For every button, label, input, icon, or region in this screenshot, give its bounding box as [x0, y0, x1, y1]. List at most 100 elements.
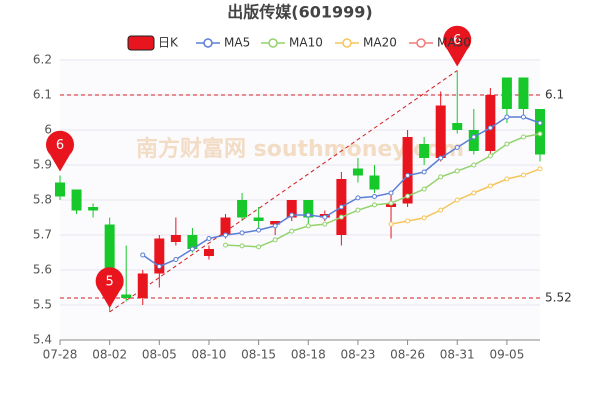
candle-body [468, 130, 479, 151]
ma-point [355, 207, 361, 213]
candle-body [154, 238, 165, 274]
ma-point [322, 221, 328, 227]
ma-point [140, 252, 146, 258]
ma-point [405, 218, 411, 224]
chart-title: 出版传媒(601999) [227, 3, 372, 22]
candle-body [419, 144, 430, 158]
candle-body [303, 200, 314, 218]
ma-point [438, 174, 444, 180]
candle-body [170, 235, 181, 242]
candle-body [203, 249, 214, 256]
ma-point [421, 186, 427, 192]
y-tick-label: 6 [44, 123, 52, 137]
ma-point [471, 190, 477, 196]
y-tick-label: 5.6 [33, 263, 52, 277]
candle-body [88, 207, 99, 211]
ma-point [338, 204, 344, 210]
ma-point [454, 197, 460, 203]
candle-body [220, 217, 231, 235]
candle-body [55, 182, 65, 197]
legend-label: MA30 [437, 36, 471, 50]
marker-pin [46, 130, 74, 172]
y-tick-label: 5.8 [33, 193, 52, 207]
ma-point [471, 162, 477, 168]
ma-point [487, 153, 493, 159]
ma-point [239, 230, 245, 236]
ma-point [388, 200, 394, 206]
x-tick-label: 08-23 [340, 348, 375, 362]
ma-point [454, 145, 460, 150]
y-tick-label: 5.7 [33, 228, 52, 242]
y-tick-label: 5.5 [33, 298, 52, 312]
ma-point [355, 195, 361, 201]
ma-point [173, 257, 179, 262]
ma-line [225, 133, 541, 248]
x-tick-label: 08-31 [440, 348, 475, 362]
ma-point [421, 169, 427, 175]
ma-point [405, 173, 411, 178]
ma-point [272, 237, 278, 243]
legend-swatch [342, 38, 352, 48]
x-tick-label: 08-10 [192, 348, 227, 362]
legend-swatch [268, 38, 278, 48]
ma-point [289, 228, 295, 234]
ma-point [487, 125, 493, 131]
y-tick-label: 6.1 [33, 88, 52, 102]
marker-pin [95, 267, 124, 308]
legend-label: MA20 [363, 36, 397, 50]
x-tick-label: 08-02 [92, 348, 127, 362]
ma-point [454, 168, 460, 174]
ma-point [388, 221, 394, 227]
y-tick-label: 5.4 [33, 333, 52, 347]
ma-point [206, 236, 212, 241]
ma-point [471, 134, 477, 140]
marker-label: 6 [453, 33, 461, 48]
ma-point [223, 232, 229, 238]
ma-point [223, 242, 229, 248]
ma-point [371, 202, 377, 208]
candle-body [187, 235, 198, 249]
legend-label: 日K [158, 36, 179, 50]
ma-point [305, 212, 311, 218]
candle-body [501, 77, 512, 109]
x-tick-label: 08-26 [390, 348, 425, 362]
ma-point [504, 176, 510, 182]
ma-point [256, 244, 262, 250]
ma-point [305, 223, 311, 229]
reference-label: 5.52 [545, 291, 572, 305]
reference-label: 6.1 [545, 88, 564, 102]
ma-point [256, 227, 262, 233]
legend-label: MA5 [224, 36, 250, 50]
ma-point [504, 141, 510, 147]
candle-body [286, 200, 297, 218]
x-tick-label: 09-05 [489, 348, 524, 362]
ma-point [520, 172, 526, 178]
ma-point [156, 264, 162, 269]
candle-body [237, 200, 248, 218]
x-tick-label: 08-15 [241, 348, 276, 362]
candle-body [137, 273, 148, 298]
candle-body [452, 123, 463, 130]
y-tick-label: 6.2 [33, 53, 52, 67]
ma-point [272, 223, 278, 229]
candle-body [518, 77, 529, 109]
legend-swatch [416, 38, 426, 48]
legend-swatch [127, 35, 155, 51]
marker-pin [443, 25, 472, 67]
ma-point [189, 246, 195, 252]
candle-body [369, 175, 380, 190]
candle-body [121, 294, 132, 298]
watermark: 南方财富网 southmoney.com [136, 136, 464, 162]
marker-label: 6 [56, 138, 64, 153]
candle-body [402, 137, 413, 204]
ma-point [520, 134, 526, 140]
ma-line [390, 168, 541, 225]
candle-body [71, 189, 82, 211]
ma-point [421, 215, 427, 221]
ma-point [405, 193, 411, 199]
legend-swatch [203, 38, 213, 48]
ma-point [504, 114, 510, 120]
y-tick-label: 5.9 [33, 158, 52, 172]
